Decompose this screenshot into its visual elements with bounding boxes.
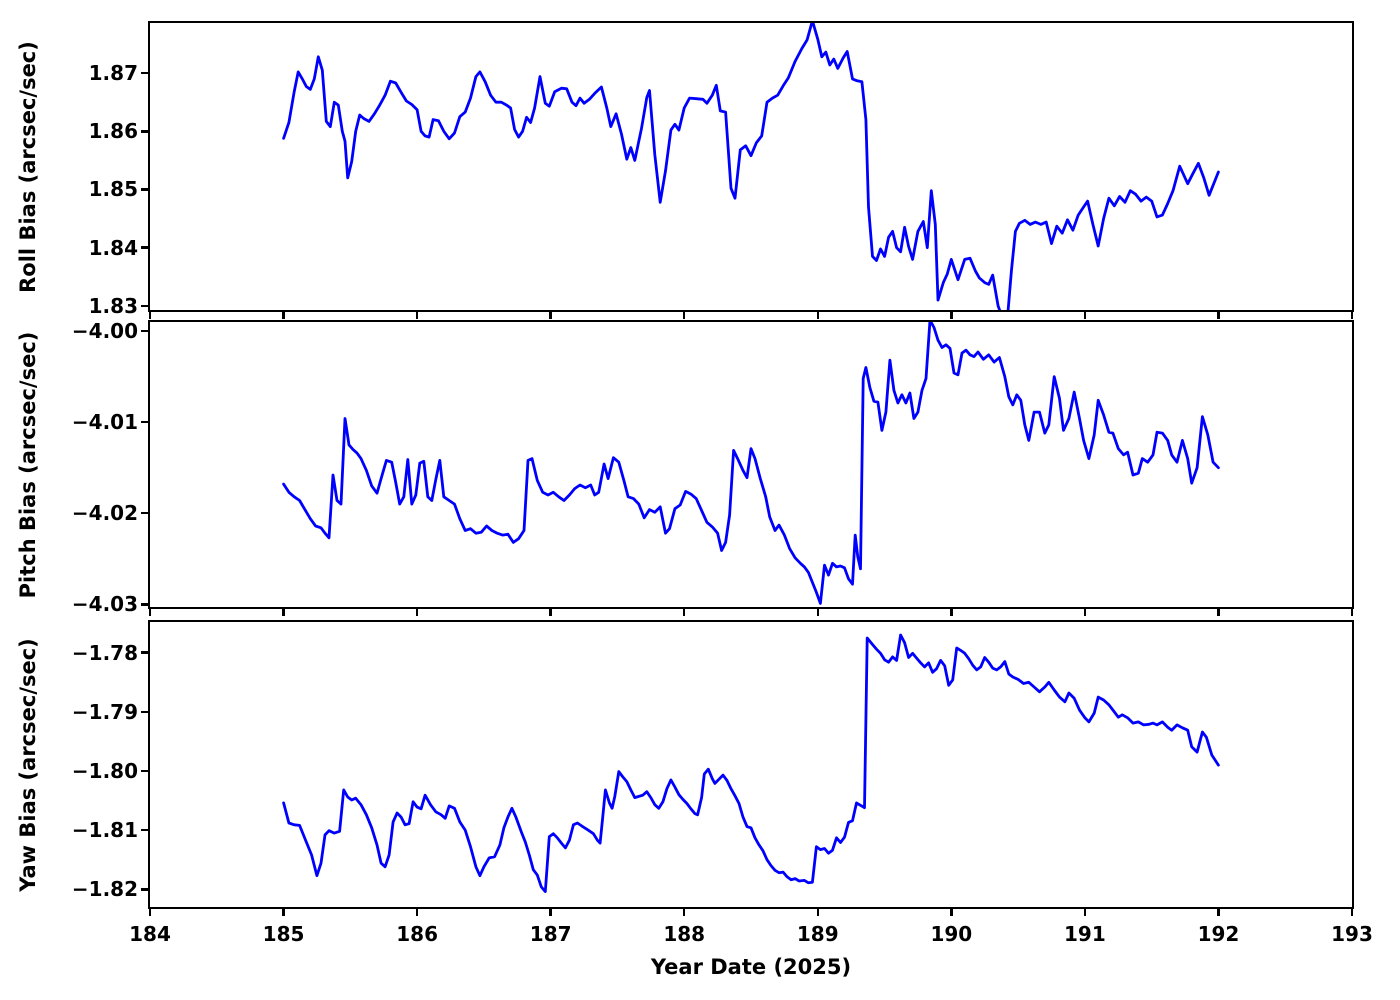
yaw-bias-plot-area <box>282 633 1220 894</box>
x-tick <box>549 907 552 916</box>
x-tick <box>950 907 953 916</box>
x-tick <box>415 907 419 916</box>
y-tick <box>141 603 150 606</box>
y-tick-label: −1.80 <box>71 759 138 783</box>
x-tick <box>415 310 419 319</box>
y-tick <box>141 188 150 191</box>
y-tick-label: −4.02 <box>71 501 138 526</box>
x-tick <box>1350 607 1354 616</box>
x-tick <box>282 907 285 916</box>
y-tick <box>141 651 150 654</box>
x-tick <box>1217 310 1220 319</box>
x-tick-label: 190 <box>930 922 973 946</box>
y-tick-label: 1.86 <box>88 119 138 144</box>
y-tick-label: 1.85 <box>88 177 138 202</box>
y-tick <box>141 769 150 773</box>
y-tick <box>141 304 150 308</box>
x-tick-label: 191 <box>1064 922 1106 946</box>
x-tick <box>415 607 419 616</box>
x-tick <box>816 607 820 616</box>
y-tick <box>141 710 150 714</box>
y-tick-label: −4.03 <box>71 592 138 617</box>
x-tick <box>682 907 686 916</box>
pitch-bias-line <box>282 322 1220 605</box>
x-tick <box>1083 907 1087 916</box>
x-tick-label: 185 <box>262 922 305 946</box>
y-tick <box>141 329 150 333</box>
y-tick-label: 1.87 <box>88 61 138 86</box>
x-tick <box>816 310 820 319</box>
y-tick <box>141 888 150 891</box>
roll-bias-line <box>282 23 1220 310</box>
x-tick-label: 192 <box>1197 922 1240 946</box>
y-tick <box>141 828 150 832</box>
y-tick-label: −1.81 <box>71 818 138 843</box>
y-tick-label: −4.01 <box>71 410 138 435</box>
x-tick <box>1350 907 1354 916</box>
x-tick <box>1083 310 1087 319</box>
x-tick-label: 184 <box>129 922 171 946</box>
pitch-bias-plot-area <box>282 322 1220 605</box>
y-tick-label: 1.83 <box>88 293 138 318</box>
x-tick <box>282 310 285 319</box>
x-tick <box>1217 907 1220 916</box>
x-tick <box>950 310 953 319</box>
x-tick <box>1217 607 1220 616</box>
y-tick-label: −4.00 <box>71 319 138 344</box>
x-tick <box>950 607 953 616</box>
y-tick-label: −1.78 <box>71 640 138 665</box>
y-tick <box>141 130 150 133</box>
y-tick-label: −1.79 <box>71 699 138 724</box>
y-tick <box>141 246 150 249</box>
panel-frame-yaw-bias <box>148 620 1354 909</box>
x-tick-label: 189 <box>796 922 839 946</box>
x-axis-title: Year Date (2025) <box>650 955 852 979</box>
x-tick <box>682 607 686 616</box>
x-tick <box>682 310 686 319</box>
y-tick-label: −1.82 <box>71 877 138 902</box>
x-tick <box>148 607 152 616</box>
x-tick <box>148 310 152 319</box>
y-tick <box>141 71 150 75</box>
x-tick <box>1350 310 1354 319</box>
x-tick-label: 193 <box>1331 922 1373 946</box>
x-tick <box>816 907 820 916</box>
y-tick-label: 1.84 <box>88 235 138 260</box>
x-tick-label: 186 <box>396 922 438 946</box>
x-tick <box>1083 607 1087 616</box>
yaw-bias-line <box>282 633 1220 894</box>
panel-frame-roll-bias <box>148 21 1354 312</box>
x-tick-label: 188 <box>663 922 706 946</box>
y-tick <box>141 511 150 515</box>
x-tick-label: 187 <box>529 922 572 946</box>
x-tick <box>549 607 552 616</box>
x-tick <box>549 310 552 319</box>
x-tick <box>282 607 285 616</box>
x-tick <box>148 907 152 916</box>
y-tick <box>141 420 150 424</box>
panel-frame-pitch-bias <box>148 320 1354 609</box>
roll-bias-plot-area <box>282 23 1220 310</box>
